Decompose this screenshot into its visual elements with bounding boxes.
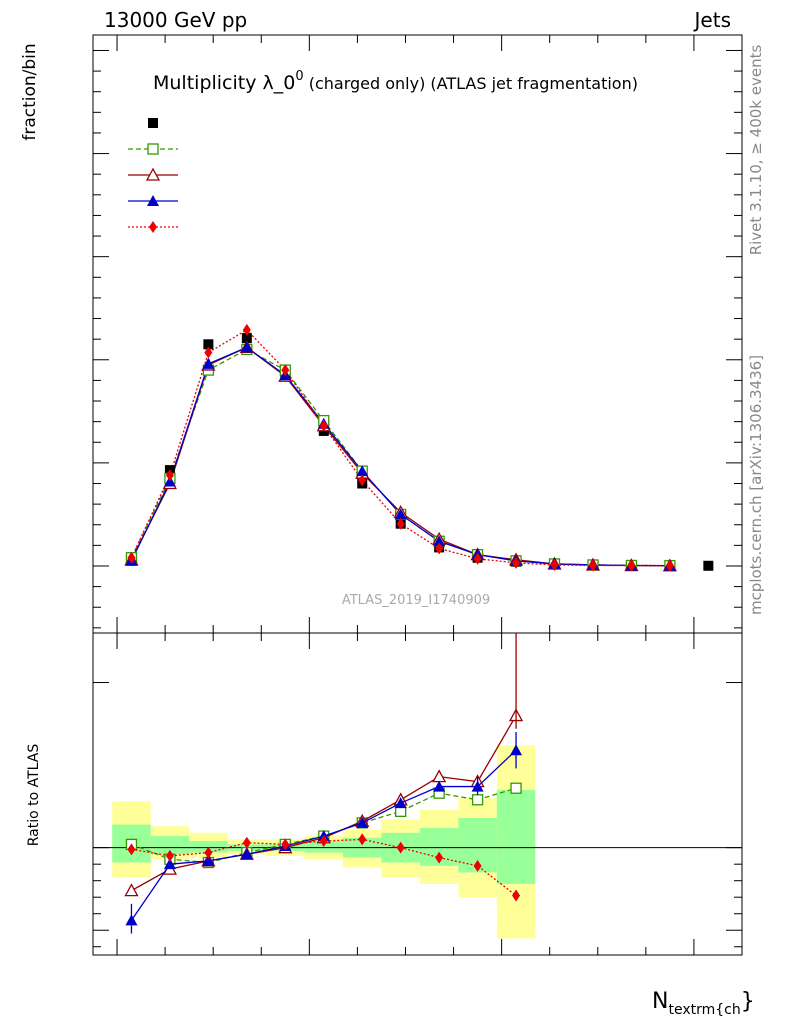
- main-title-sup: 0: [295, 69, 303, 84]
- main-panel: fraction/bin Multiplicity λ_00 (charged …: [20, 34, 743, 634]
- legend: [128, 118, 178, 233]
- ratio-panel: Ratio to ATLAS Ntextrm{ch}: [26, 632, 755, 1018]
- header-right: Jets: [693, 8, 731, 32]
- main-title: Multiplicity λ_00 (charged only) (ATLAS …: [153, 69, 638, 94]
- mcplots-label: mcplots.cern.ch [arXiv:1306.3436]: [747, 355, 765, 615]
- legend-marker-herwig: [147, 143, 159, 155]
- main-point-sherpa: [396, 517, 405, 530]
- main-point-sherpa: [242, 323, 251, 336]
- ratio-point-pythia8: [394, 797, 407, 809]
- main-point-pythia8: [356, 465, 369, 477]
- ratio-point-herwig: [510, 782, 522, 794]
- x-axis-label-sub: textrm{ch: [668, 1002, 740, 1018]
- main-point-pythia8: [433, 535, 446, 547]
- main-point-sherpa: [473, 552, 482, 565]
- main-title-main: Multiplicity λ_0: [153, 72, 295, 94]
- ratio-frame: [92, 632, 743, 956]
- main-point-sherpa: [512, 556, 521, 569]
- ratio-point-sherpa: [242, 836, 251, 849]
- main-point-sherpa: [127, 551, 136, 564]
- main-line-herwig: [130, 348, 670, 567]
- main-point-sherpa: [319, 419, 328, 432]
- main-line-pythia8: [130, 346, 670, 567]
- main-point-pythia8: [394, 508, 407, 520]
- ratio-point-sherpa: [165, 849, 174, 862]
- watermark: ATLAS_2019_I1740909: [342, 593, 490, 608]
- ratio-point-pythia8: [356, 816, 369, 828]
- x-axis-label-end: }: [741, 989, 755, 1014]
- ratio-point-sherpa: [396, 841, 405, 854]
- ratio-band-inner: [496, 789, 536, 884]
- ratio-point-pythia8: [202, 854, 215, 866]
- main-point-pythia8: [202, 357, 215, 369]
- ratio-point-pythia6: [124, 883, 139, 897]
- main-point-atlas: [203, 339, 214, 350]
- ratio-band-inner: [150, 836, 190, 855]
- main-point-sherpa: [358, 474, 367, 487]
- main-point-sherpa: [204, 346, 213, 359]
- main-line-pythia6: [130, 346, 670, 567]
- main-point-atlas: [703, 560, 714, 571]
- main-point-pythia8: [240, 341, 253, 353]
- ratio-point-sherpa: [204, 846, 213, 859]
- x-axis-label: Ntextrm{ch}: [652, 989, 755, 1018]
- main-point-atlas: [241, 333, 252, 344]
- main-title-rest: (charged only) (ATLAS jet fragmentation): [304, 74, 638, 93]
- rivet-label: Rivet 3.1.10, ≥ 400k events: [747, 45, 765, 256]
- ratio-point-sherpa: [319, 835, 328, 848]
- legend-marker-pythia6: [145, 167, 161, 181]
- ratio-point-herwig: [471, 794, 484, 806]
- main-point-sherpa: [627, 559, 636, 572]
- x-axis-label-main: N: [652, 989, 668, 1014]
- legend-marker-sherpa: [149, 221, 157, 233]
- ratio-point-sherpa: [435, 851, 444, 864]
- ratio-line-sherpa: [131, 838, 517, 897]
- legend-marker-atlas: [148, 118, 158, 128]
- main-ylabel: fraction/bin: [20, 43, 40, 140]
- ratio-point-pythia8: [163, 858, 176, 870]
- main-point-sherpa: [588, 559, 597, 572]
- header-left: 13000 GeV pp: [104, 8, 247, 32]
- ratio-point-pythia6: [432, 769, 447, 783]
- ratio-point-sherpa: [473, 859, 482, 872]
- main-frame: [92, 34, 743, 634]
- main-point-sherpa: [281, 364, 290, 377]
- ratio-point-sherpa: [358, 833, 367, 846]
- ratio-point-sherpa: [281, 838, 290, 851]
- ratio-point-pythia8: [433, 780, 446, 792]
- main-point-sherpa: [165, 469, 174, 482]
- ratio-point-sherpa: [127, 843, 136, 856]
- ratio-ylabel: Ratio to ATLAS: [26, 744, 42, 847]
- ratio-point-pythia8: [240, 848, 253, 860]
- main-point-sherpa: [435, 542, 444, 555]
- legend-marker-pythia8: [147, 195, 159, 206]
- main-point-sherpa: [550, 558, 559, 571]
- main-point-sherpa: [665, 559, 674, 572]
